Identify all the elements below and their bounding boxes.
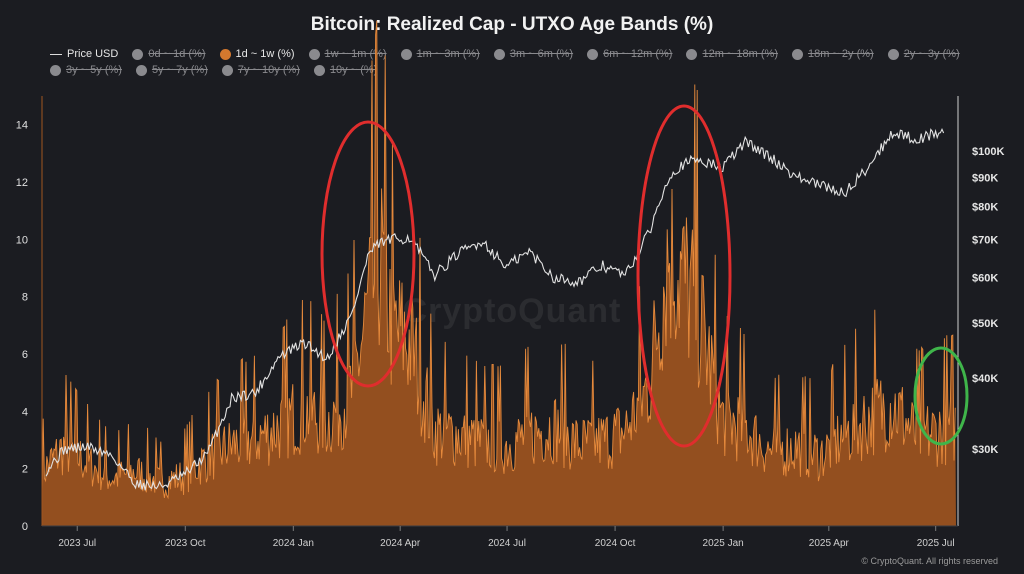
legend-swatch — [400, 48, 412, 60]
annotation-ellipse-2024-mar — [320, 120, 416, 388]
legend-item-7[interactable]: 12m ~ 18m (%) — [686, 48, 778, 60]
x-tick-label: 2024 Oct — [595, 538, 636, 549]
legend-item-11[interactable]: 5y ~ 7y (%) — [135, 64, 208, 76]
legend-item-9[interactable]: 2y ~ 3y (%) — [887, 48, 960, 60]
legend-swatch — [313, 64, 325, 76]
y-right-tick-label: $50K — [972, 318, 998, 330]
legend-label: 3m ~ 6m (%) — [509, 48, 574, 60]
copyright-footer: © CryptoQuant. All rights reserved — [861, 556, 998, 566]
annotation-ellipse-2025-jul — [913, 346, 969, 446]
legend-item-6[interactable]: 6m ~ 12m (%) — [587, 48, 672, 60]
y-left-tick-label: 14 — [16, 120, 28, 132]
y-right-tick-label: $90K — [972, 172, 998, 184]
legend-label: Price USD — [67, 48, 119, 60]
legend-label: 5y ~ 7y (%) — [151, 64, 208, 76]
y-left-tick-label: 12 — [16, 177, 28, 189]
x-tick-label: 2023 Oct — [165, 538, 206, 549]
x-tick-label: 2024 Jan — [273, 538, 314, 549]
y-right-tick-label: $60K — [972, 273, 998, 285]
legend-swatch — [887, 48, 899, 60]
legend-label: 10y ~ (%) — [329, 64, 378, 76]
x-tick-label: 2025 Jul — [917, 538, 955, 549]
chart-title: Bitcoin: Realized Cap - UTXO Age Bands (… — [310, 14, 714, 35]
legend-swatch — [50, 64, 61, 76]
x-tick-label: 2024 Apr — [380, 538, 421, 549]
series-area-1d-1w — [42, 20, 956, 526]
legend-label: 2y ~ 3y (%) — [903, 48, 960, 60]
legend-label: 1w ~ 1m (%) — [324, 48, 387, 60]
legend-item-12[interactable]: 7y ~ 10y (%) — [221, 64, 300, 76]
legend-item-3[interactable]: 1w ~ 1m (%) — [308, 48, 387, 60]
legend-swatch — [132, 48, 144, 60]
legend-item-5[interactable]: 3m ~ 6m (%) — [493, 48, 574, 60]
legend-swatch — [50, 53, 62, 55]
x-tick-label: 2024 Jul — [488, 538, 526, 549]
legend-item-8[interactable]: 18m ~ 2y (%) — [791, 48, 874, 60]
legend-swatch — [587, 48, 599, 60]
series-line-price-usd — [45, 127, 945, 491]
legend-item-0[interactable]: Price USD — [50, 48, 118, 60]
y-left-tick-label: 2 — [22, 464, 28, 476]
y-left-tick-label: 0 — [22, 521, 28, 533]
legend-swatch — [221, 64, 233, 76]
legend-item-1[interactable]: 0d ~ 1d (%) — [132, 48, 206, 60]
chart-legend: Price USD 0d ~ 1d (%) 1d ~ 1w (%) 1w ~ 1m (… — [50, 48, 990, 76]
legend-label: 1d ~ 1w (%) — [235, 48, 295, 60]
legend-item-4[interactable]: 1m ~ 3m (%) — [400, 48, 480, 60]
legend-label: 0d ~ 1d (%) — [148, 48, 206, 60]
legend-swatch — [493, 48, 505, 60]
y-right-tick-label: $70K — [972, 235, 998, 247]
legend-item-2[interactable]: 1d ~ 1w (%) — [219, 48, 295, 60]
legend-label: 18m ~ 2y (%) — [807, 48, 874, 60]
x-tick-label: 2025 Apr — [809, 538, 850, 549]
y-right-tick-label: $100K — [972, 146, 1004, 158]
legend-label: 7y ~ 10y (%) — [237, 64, 300, 76]
legend-item-13[interactable]: 10y ~ (%) — [313, 64, 378, 76]
x-tick-label: 2023 Jul — [58, 538, 96, 549]
y-right-tick-label: $40K — [972, 373, 998, 385]
legend-swatch — [135, 64, 147, 76]
y-left-tick-label: 4 — [22, 406, 28, 418]
legend-item-10[interactable]: 3y ~ 5y (%) — [50, 64, 122, 76]
watermark: CryptoQuant — [402, 292, 622, 330]
legend-swatch — [308, 48, 320, 60]
legend-swatch — [791, 48, 803, 60]
legend-label: 3y ~ 5y (%) — [66, 64, 122, 76]
y-right-tick-label: $80K — [972, 201, 998, 213]
legend-swatch — [686, 48, 698, 60]
annotation-ellipse-2024-nov — [636, 104, 732, 448]
legend-swatch — [219, 48, 231, 60]
y-left-tick-label: 10 — [16, 234, 28, 246]
y-left-tick-label: 6 — [22, 349, 28, 361]
y-left-tick-label: 8 — [22, 292, 28, 304]
y-right-tick-label: $30K — [972, 444, 998, 456]
legend-label: 6m ~ 12m (%) — [603, 48, 673, 60]
legend-label: 12m ~ 18m (%) — [702, 48, 778, 60]
legend-label: 1m ~ 3m (%) — [416, 48, 480, 60]
x-tick-label: 2025 Jan — [703, 538, 744, 549]
